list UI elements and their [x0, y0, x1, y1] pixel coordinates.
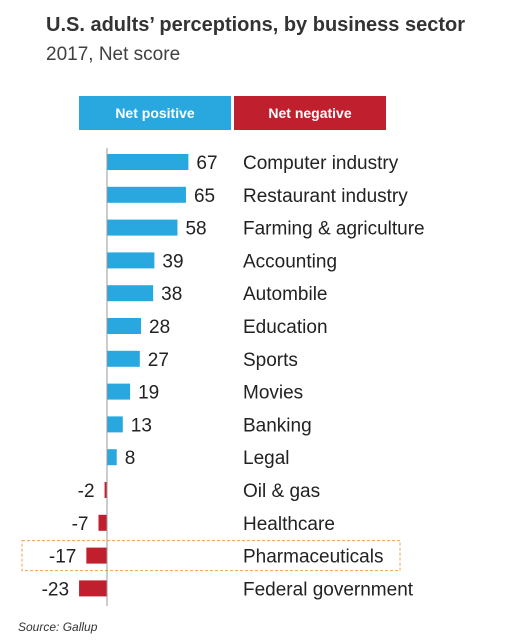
value-label: -2 [78, 481, 95, 502]
value-label: 8 [125, 448, 136, 469]
chart-title: U.S. adults’ perceptions, by business se… [46, 14, 466, 36]
bar [107, 219, 178, 236]
bar [107, 350, 140, 367]
category-label: Banking [243, 415, 312, 436]
source-note: Source: Gallup [18, 620, 98, 634]
category-label: Federal government [243, 579, 414, 600]
category-label: Computer industry [243, 153, 399, 174]
bar [98, 514, 107, 531]
category-label: Legal [243, 448, 290, 469]
highlight-box [21, 540, 401, 572]
value-label: 28 [149, 317, 170, 338]
category-label: Autombile [243, 284, 328, 305]
value-label: 58 [185, 219, 206, 240]
category-label: Movies [243, 383, 303, 404]
value-label: 67 [196, 153, 217, 174]
bar [79, 580, 107, 597]
value-label: 65 [194, 186, 215, 207]
legend-net-negative: Net negative [234, 96, 386, 130]
legend-net-positive: Net positive [79, 96, 231, 130]
bar [107, 383, 131, 400]
value-label: 39 [162, 251, 183, 272]
category-label: Education [243, 317, 328, 338]
category-label: Healthcare [243, 514, 335, 535]
bar [107, 449, 117, 466]
bar [86, 547, 107, 564]
bar [107, 285, 154, 302]
category-label: Restaurant industry [243, 186, 408, 207]
bar [107, 416, 123, 433]
category-label: Accounting [243, 251, 337, 272]
category-label: Farming & agriculture [243, 219, 425, 240]
value-label: -23 [42, 579, 69, 600]
bar [107, 318, 142, 334]
value-label: 19 [138, 383, 159, 404]
value-label: -7 [72, 514, 89, 535]
bar [104, 482, 107, 498]
category-label: Pharmaceuticals [243, 547, 383, 568]
value-label: 13 [131, 415, 152, 436]
value-label: -17 [49, 547, 76, 568]
chart-subtitle: 2017, Net score [46, 44, 181, 65]
bar [107, 186, 186, 203]
value-label: 38 [161, 284, 182, 305]
value-label: 27 [148, 350, 169, 371]
category-label: Sports [243, 350, 298, 371]
category-label: Oil & gas [243, 481, 320, 502]
bar [107, 252, 155, 269]
bar [107, 154, 189, 170]
